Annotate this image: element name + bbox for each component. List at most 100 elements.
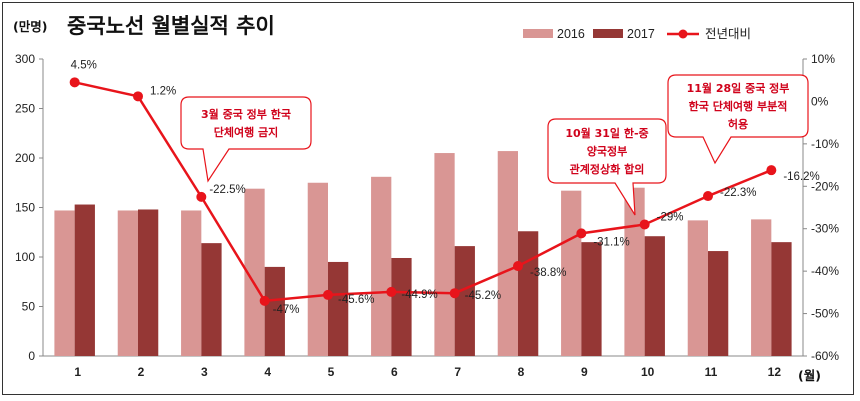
bar-2017 [771, 242, 792, 356]
yoy-data-label: -45.2% [465, 290, 501, 302]
bar-2016 [307, 182, 328, 356]
y2-tick-label: -30% [811, 222, 839, 236]
y-tick-label: 0 [28, 349, 35, 363]
bar-2016 [54, 210, 75, 356]
y-tick-label: 50 [22, 300, 36, 314]
y2-tick-label: -20% [811, 179, 839, 193]
x-tick-label: 12 [768, 365, 782, 379]
yoy-data-label: -16.2% [783, 171, 819, 183]
yoy-line [74, 81, 772, 303]
callout-text: 양국정부 [587, 144, 627, 158]
x-axis-unit: (월) [798, 368, 821, 383]
y-tick-label: 150 [15, 201, 35, 215]
legend: 2016 2017 전년대비 [523, 27, 751, 41]
bar-2016 [434, 153, 455, 356]
legend-label-2017: 2017 [627, 27, 655, 41]
x-tick-label: 1 [74, 365, 81, 379]
yoy-data-label: -45.6% [338, 294, 374, 306]
bar-2017 [391, 257, 412, 356]
yoy-data-label: -31.1% [593, 236, 629, 248]
y2-tick-label: -50% [811, 307, 839, 321]
y2-tick-label: -60% [811, 349, 839, 363]
bar-2017 [74, 204, 95, 356]
bar-2017 [644, 236, 665, 356]
bar-2017 [708, 251, 729, 356]
bar-2017 [518, 231, 539, 356]
bar-2017 [328, 261, 349, 356]
bar-2017 [201, 243, 222, 356]
yoy-data-label: -44.9% [401, 289, 437, 301]
x-tick-label: 8 [518, 365, 525, 379]
callout-box [547, 118, 667, 216]
yoy-point [133, 91, 143, 102]
callout-box [180, 96, 312, 183]
y-axis-unit: (만명) [13, 19, 47, 34]
legend-label-2016: 2016 [557, 27, 585, 41]
yoy-point [69, 77, 80, 88]
x-tick-label: 7 [454, 365, 461, 379]
callout-text: 3월 중국 정부 한국 [201, 107, 291, 121]
y-tick-label: 100 [15, 250, 35, 264]
yoy-point [513, 261, 523, 272]
yoy-data-label: -22.3% [720, 187, 756, 199]
bar-2016 [687, 220, 708, 356]
bar-2016 [497, 151, 518, 356]
callout-text: 단체여행 금지 [214, 125, 279, 139]
y-tick-label: 300 [15, 52, 35, 66]
yoy-point [323, 289, 333, 300]
yoy-data-label: -22.5% [209, 184, 245, 196]
y-tick-label: 250 [15, 102, 35, 116]
bar-2016 [371, 176, 392, 356]
yoy-point [703, 191, 713, 202]
yoy-point [576, 228, 587, 239]
x-tick-label: 4 [264, 365, 271, 379]
yoy-point [766, 165, 777, 176]
yoy-data-label: 4.5% [71, 59, 97, 71]
bar-2017 [581, 242, 602, 356]
plot-area: 0 50 100 150 200 250 300 10% 0% -10% -20% -30% -40% -… [15, 52, 839, 379]
bar-2017 [264, 266, 285, 356]
callout-text: 한국 단체여행 부분적 [689, 99, 788, 113]
bar-2016 [561, 190, 582, 356]
x-tick-label: 2 [138, 365, 145, 379]
yoy-point [639, 219, 650, 230]
yoy-point [386, 286, 397, 297]
bar-2017 [454, 246, 475, 356]
bar-2016 [624, 187, 645, 356]
legend-swatch-2017 [593, 29, 623, 38]
y2-tick-label: -10% [811, 137, 839, 151]
x-tick-label: 6 [391, 365, 398, 379]
y2-tick-label: 10% [811, 52, 835, 66]
bar-2016 [751, 219, 772, 356]
bar-2016 [181, 210, 202, 356]
bar-2016 [244, 188, 265, 356]
yoy-data-label: 1.2% [150, 85, 176, 97]
chart-frame: (만명) 중국노선 월별실적 추이 2016 2017 전년대비 0 50 100 1… [2, 2, 854, 395]
chart-title: 중국노선 월별실적 추이 [67, 14, 275, 38]
x-tick-label: 5 [328, 365, 335, 379]
callout-text: 10월 31일 한-중 [565, 126, 648, 140]
yoy-data-label: -47% [273, 304, 300, 316]
chart: (만명) 중국노선 월별실적 추이 2016 2017 전년대비 0 50 100 1… [13, 14, 839, 383]
x-tick-label: 9 [581, 365, 588, 379]
y2-tick-label: -40% [811, 264, 839, 278]
y2-tick-label: 0% [811, 94, 829, 108]
legend-marker-yoy [678, 29, 688, 39]
bar-2017 [138, 209, 159, 356]
callout-text: 11월 28일 중국 정부 [687, 81, 790, 95]
yoy-data-label: -38.8% [530, 267, 566, 279]
x-tick-label: 10 [641, 365, 655, 379]
callout-text: 허용 [728, 117, 748, 131]
legend-swatch-2016 [523, 29, 553, 38]
y-tick-label: 200 [15, 151, 35, 165]
bar-2016 [117, 210, 138, 356]
yoy-point [449, 288, 460, 299]
legend-label-yoy: 전년대비 [705, 27, 751, 41]
x-tick-label: 11 [705, 365, 718, 379]
callout-box [667, 74, 809, 165]
callout-text: 관계정상화 합의 [570, 162, 645, 176]
yoy-data-label: -29% [657, 211, 684, 223]
yoy-point [196, 191, 207, 202]
yoy-point [259, 295, 270, 306]
x-tick-label: 3 [201, 365, 208, 379]
